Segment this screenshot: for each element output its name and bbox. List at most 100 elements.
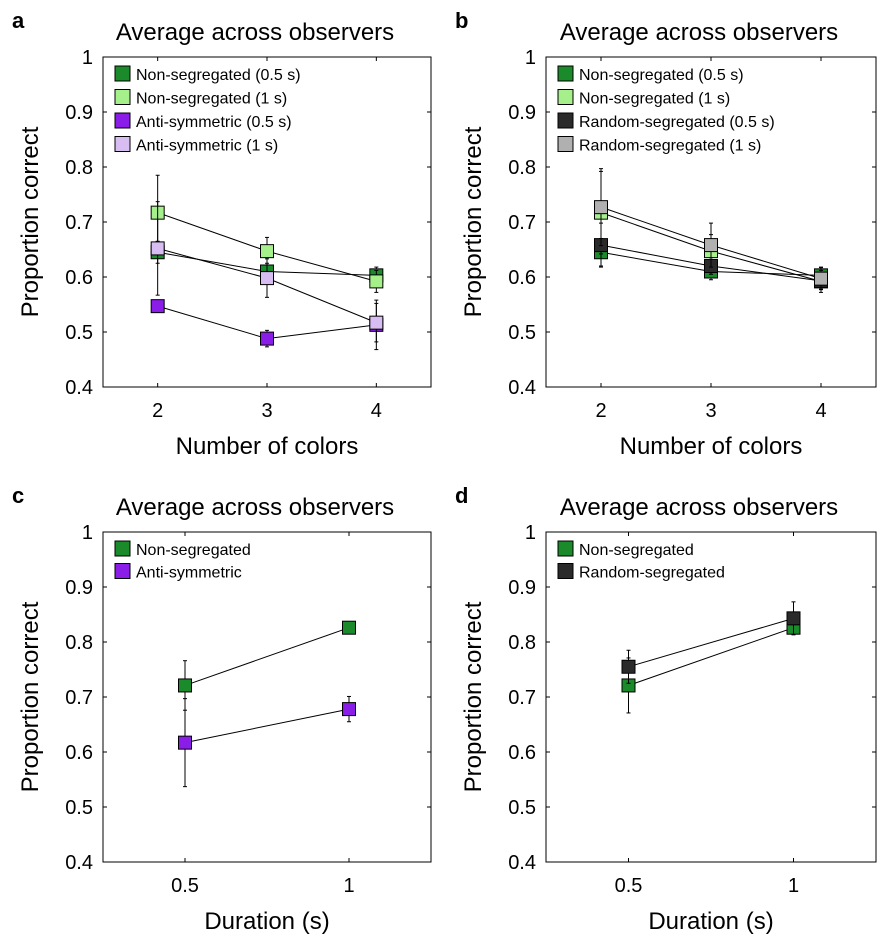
panel-letter: a <box>12 8 25 33</box>
y-axis-label: Proportion correct <box>17 126 44 317</box>
x-axis-label: Duration (s) <box>648 908 773 934</box>
x-tick-label: 4 <box>371 400 382 422</box>
y-tick-label: 0.5 <box>508 322 536 344</box>
data-point <box>369 315 384 330</box>
legend-label: Non-segregated (0.5 s) <box>579 67 744 84</box>
y-tick-label: 1 <box>525 47 536 69</box>
y-tick-label: 0.8 <box>65 157 93 179</box>
legend-label: Non-segregated (1 s) <box>579 91 730 108</box>
y-tick-label: 0.9 <box>508 577 536 599</box>
legend-label: Anti-symmetric <box>136 565 242 582</box>
series-anti-symmetric <box>178 695 356 788</box>
chart-title: Average across observers <box>116 19 394 46</box>
x-tick-label: 1 <box>343 875 354 897</box>
y-tick-label: 0.7 <box>508 687 536 709</box>
chart-title: Average across observers <box>560 494 838 521</box>
y-tick-label: 0.6 <box>508 267 536 289</box>
data-point <box>260 271 274 286</box>
data-point <box>342 702 356 717</box>
legend-label: Anti-symmetric (0.5 s) <box>136 114 292 131</box>
series-random-segregated <box>621 601 801 684</box>
panel-b: b Average across observers 0.4 0.5 0.6 0.7 0.8… <box>455 8 877 460</box>
x-tick-label: 0.5 <box>615 875 643 897</box>
legend-swatch <box>114 136 131 152</box>
panel-letter: c <box>12 483 24 508</box>
series-non-segregated <box>621 620 801 714</box>
legend-label: Non-segregated (0.5 s) <box>136 67 301 84</box>
y-axis-label: Proportion correct <box>17 601 44 792</box>
y-tick-label: 0.7 <box>65 687 93 709</box>
data-point <box>814 271 828 286</box>
legend-swatch <box>557 563 574 579</box>
data-point <box>621 659 636 674</box>
series-non-segregated <box>178 620 356 711</box>
legend-label: Random-segregated (0.5 s) <box>579 114 775 131</box>
x-tick-label: 1 <box>788 875 799 897</box>
legend-swatch <box>114 89 131 105</box>
y-tick-label: 0.5 <box>65 322 93 344</box>
legend-label: Non-segregated <box>136 542 251 559</box>
x-axis-label: Number of colors <box>176 433 359 460</box>
y-tick-label: 1 <box>82 47 93 69</box>
legend-label: Non-segregated <box>579 542 694 559</box>
y-tick-label: 0.8 <box>65 632 93 654</box>
y-tick-label: 0.4 <box>65 377 93 399</box>
legend-swatch <box>114 112 131 129</box>
y-tick-label: 1 <box>82 522 93 544</box>
legend-swatch <box>557 112 574 129</box>
y-tick-label: 0.4 <box>508 377 536 399</box>
y-tick-label: 0.9 <box>508 102 536 124</box>
y-tick-label: 0.8 <box>508 632 536 654</box>
x-tick-label: 0.5 <box>171 875 199 897</box>
data-point <box>342 620 356 635</box>
y-tick-label: 0.7 <box>508 212 536 234</box>
y-axis-label: Proportion correct <box>460 126 487 317</box>
panel-letter: b <box>455 8 468 33</box>
y-tick-label: 0.5 <box>65 797 93 819</box>
x-tick-label: 4 <box>815 400 826 422</box>
data-point <box>178 735 192 750</box>
data-point <box>150 241 165 256</box>
data-point <box>786 611 801 626</box>
y-axis-label: Proportion correct <box>460 601 487 792</box>
legend-swatch <box>114 65 131 82</box>
x-tick-label: 2 <box>595 400 606 422</box>
series-line <box>184 708 350 744</box>
series-random-segregated-1-s <box>594 168 828 291</box>
y-tick-label: 0.4 <box>508 852 536 874</box>
data-point <box>178 678 192 693</box>
chart-title: Average across observers <box>560 19 838 46</box>
panel-d: d Average across observers 0.4 0.5 0.6 0.7 0.8… <box>455 483 877 934</box>
series-line <box>628 627 794 686</box>
data-point <box>260 244 274 259</box>
legend-label: Anti-symmetric (1 s) <box>136 138 278 155</box>
x-tick-label: 3 <box>705 400 716 422</box>
legend-label: Random-segregated <box>579 565 725 582</box>
y-tick-label: 0.8 <box>508 157 536 179</box>
series-line <box>184 627 350 686</box>
legend-swatch <box>114 540 131 557</box>
x-tick-label: 3 <box>261 400 272 422</box>
legend-swatch <box>557 136 574 152</box>
y-tick-label: 0.4 <box>65 852 93 874</box>
data-point <box>260 331 274 346</box>
x-tick-label: 2 <box>152 400 163 422</box>
x-axis-label: Duration (s) <box>204 908 329 934</box>
data-point <box>150 299 165 314</box>
data-point <box>594 200 608 215</box>
y-tick-label: 0.6 <box>65 742 93 764</box>
y-tick-label: 0.6 <box>65 267 93 289</box>
legend-label: Non-segregated (1 s) <box>136 91 287 108</box>
legend-swatch <box>557 540 574 557</box>
series-anti-symmetric-0-5-s <box>150 299 384 351</box>
legend-swatch <box>114 563 131 579</box>
y-tick-label: 0.9 <box>65 102 93 124</box>
series-line <box>628 617 794 668</box>
plot-area <box>102 531 432 863</box>
series-anti-symmetric-1-s <box>150 201 384 343</box>
chart-title: Average across observers <box>116 494 394 521</box>
y-tick-label: 0.9 <box>65 577 93 599</box>
y-tick-label: 1 <box>525 522 536 544</box>
